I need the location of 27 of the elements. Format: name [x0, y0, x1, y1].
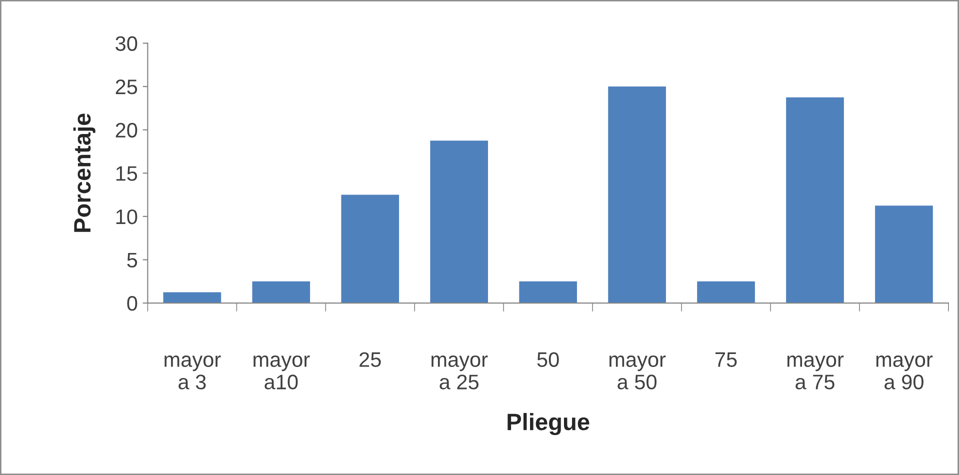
x-tick-label: mayor a 3 [164, 356, 221, 390]
x-tick-label: mayor a 25 [432, 356, 488, 390]
x-tick-label: mayor a 90 [876, 356, 933, 390]
y-tick-label: 10 [116, 209, 138, 224]
y-tick-label: 15 [116, 166, 138, 181]
bar [341, 194, 400, 304]
x-axis-title: Pliegue [508, 412, 590, 436]
y-tick-label: 20 [116, 122, 138, 138]
x-tick-label: mayor a 75 [787, 356, 844, 390]
y-axis-title: Porcentaje [73, 114, 96, 232]
y-tick-label: 5 [127, 252, 138, 268]
x-tick-label: mayor a10 [254, 356, 310, 390]
x-tick-label: 75 [716, 352, 737, 367]
x-tick-label: 50 [537, 352, 559, 367]
bar [875, 206, 933, 304]
x-tick-label: mayor a 50 [609, 356, 666, 390]
bar [252, 281, 310, 304]
bar [519, 281, 577, 304]
x-tick-label: 25 [360, 352, 381, 367]
y-tick-label: 25 [116, 80, 138, 94]
y-tick-label: 30 [116, 36, 138, 51]
bar [608, 86, 666, 304]
y-tick-label: 0 [127, 296, 138, 311]
bar [786, 97, 844, 304]
bar [163, 292, 222, 304]
bar [697, 281, 755, 304]
bar [430, 140, 488, 304]
